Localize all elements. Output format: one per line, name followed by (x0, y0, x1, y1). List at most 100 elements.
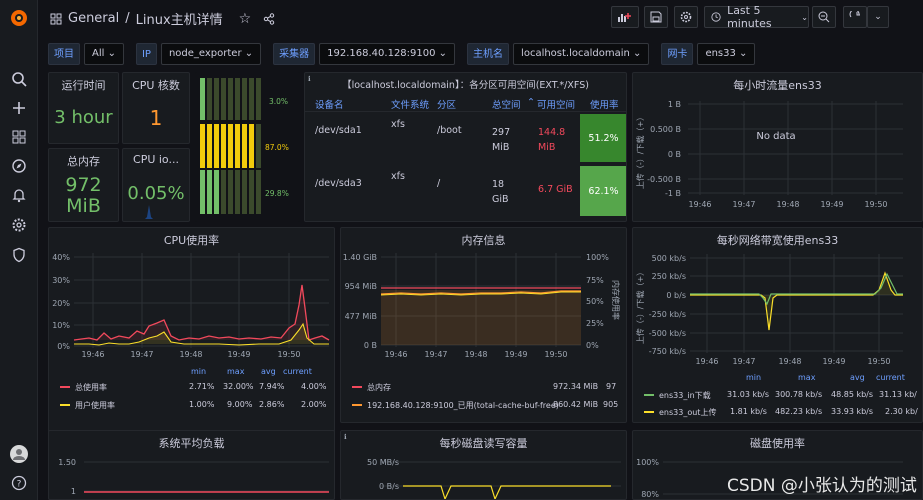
x-tick: 19:50 (544, 350, 567, 358)
gauge-cell (256, 78, 261, 120)
memory-panel[interactable]: 内存信息 1.40 GiB 954 MiB 477 MiB 0 B 100% 7… (340, 227, 627, 423)
y-tick: 1 (71, 487, 76, 496)
series-user (74, 322, 329, 346)
variables-bar: 项目 All ⌄ IP node_exporter ⌄ 采集器 192.168.… (48, 43, 763, 65)
stat-panel-cpu-io[interactable]: CPU io... 0.05% (122, 148, 190, 222)
col-header-total[interactable]: 总空间 (492, 100, 521, 111)
legend-swatch (352, 404, 362, 406)
var-select-nic[interactable]: ens33 ⌄ (697, 43, 756, 65)
add-panel-button[interactable] (611, 6, 639, 28)
zoom-out-button[interactable] (812, 6, 836, 28)
cell-usage: 51.2% (580, 114, 626, 162)
x-tick: 19:46 (688, 200, 711, 209)
gauge-cell (214, 124, 219, 168)
gear-icon[interactable] (9, 215, 29, 235)
disk-usage-panel[interactable]: 磁盘使用率 100% 80% (632, 430, 923, 500)
save-button[interactable] (644, 6, 668, 28)
legend-col-current[interactable]: current (876, 373, 905, 382)
settings-gear-icon[interactable] (674, 6, 698, 28)
col-header-fs[interactable]: 文件系统 (391, 100, 430, 111)
bar-gauge-panel[interactable]: 3.0% 87.0% 29.8% (195, 72, 300, 222)
search-icon[interactable] (9, 69, 29, 89)
y-tick: -1 B (665, 189, 681, 198)
x-tick: 19:47 (732, 200, 755, 209)
gauge-cell (256, 170, 261, 214)
var-select-hostname[interactable]: localhost.localdomain ⌄ (513, 43, 650, 65)
legend-col-avg[interactable]: avg (261, 367, 276, 376)
plus-icon[interactable] (9, 98, 29, 118)
legend-value: 31.03 kb/s (727, 390, 770, 399)
disk-space-table-panel[interactable]: ℹ 【localhost.localdomain】：各分区可用空间(EXT.*/… (304, 72, 627, 222)
dashboards-icon[interactable] (9, 127, 29, 147)
explore-icon[interactable] (9, 156, 29, 176)
time-picker-button[interactable]: Last 5 minutes ⌄ (704, 4, 809, 30)
legend-item-total-mem[interactable]: 总内存 (367, 383, 391, 392)
cell-total: 297 MiB (492, 127, 511, 153)
network-bandwidth-chart: 500 kb/s 250 kb/s 0 b/s -250 kb/s -500 k… (635, 254, 903, 366)
chevron-down-icon: ⌄ (874, 12, 882, 22)
stat-value: 0.05% (127, 183, 185, 204)
x-tick: 19:50 (864, 200, 887, 209)
var-select-project[interactable]: All ⌄ (84, 43, 124, 65)
col-header-avail[interactable]: 可用空间 (537, 100, 576, 111)
var-label-project: 项目 (48, 43, 80, 65)
var-select-ip[interactable]: node_exporter ⌄ (160, 43, 262, 65)
panel-title: 总内存 (67, 155, 100, 168)
cell-avail: 144.8 MiB (538, 127, 566, 153)
legend-col-min[interactable]: min (191, 367, 207, 376)
stat-panel-uptime[interactable]: 运行时间 3 hour (48, 72, 119, 144)
network-bandwidth-panel[interactable]: 每秒网络带宽使用ens33 500 kb/s 250 kb/s 0 b/s -2… (632, 227, 923, 423)
info-icon[interactable]: ℹ (344, 433, 347, 441)
x-tick: 19:50 (867, 357, 890, 366)
time-range-label: Last 5 minutes (727, 4, 772, 30)
x-tick: 19:49 (820, 200, 843, 209)
legend-item-total[interactable]: 总使用率 (75, 383, 107, 392)
star-icon[interactable]: ☆ (238, 10, 252, 27)
hourly-traffic-panel[interactable]: 每小时流量ens33 1 B 0.500 B 0 B -0.500 B -1 B… (632, 72, 923, 222)
series-total (73, 284, 330, 341)
legend-item-user[interactable]: 用户使用率 (75, 401, 115, 410)
legend-col-current[interactable]: current (283, 367, 312, 376)
y-tick: -500 kb/s (649, 329, 686, 338)
load-average-panel[interactable]: 系统平均负载 1.50 1 (48, 430, 335, 500)
col-header-dev[interactable]: 设备名 (315, 100, 344, 111)
gauge-cell (221, 170, 226, 214)
y-tick: 0 b/s (666, 291, 686, 300)
x-tick: 19:49 (227, 350, 250, 358)
refresh-interval-dropdown[interactable]: ⌄ (867, 6, 889, 28)
stat-panel-total-mem[interactable]: 总内存 972 MiB (48, 148, 119, 222)
legend-col-max[interactable]: max (227, 367, 245, 376)
sort-asc-icon: ⌃ (527, 97, 535, 108)
share-icon[interactable] (263, 12, 275, 25)
legend-col-avg[interactable]: avg (850, 373, 865, 382)
page-title[interactable]: Linux主机详情 (135, 13, 223, 28)
y-axis-label-right: 内存使用率 (611, 280, 621, 320)
refresh-button[interactable] (843, 6, 867, 28)
grafana-logo-icon[interactable] (9, 8, 29, 28)
info-icon[interactable]: ℹ (308, 75, 311, 83)
legend-value: 48.85 kb/s (831, 390, 874, 399)
legend-item-out[interactable]: ens33_out上传 (659, 408, 717, 417)
cell-usage: 62.1% (580, 166, 626, 216)
help-icon[interactable]: ? (9, 473, 29, 493)
x-tick: 19:46 (81, 350, 104, 358)
avatar[interactable] (9, 444, 29, 464)
x-tick: 19:46 (384, 350, 407, 358)
legend-item-in[interactable]: ens33_in下载 (659, 391, 711, 400)
var-select-collector[interactable]: 192.168.40.128:9100 ⌄ (319, 43, 456, 65)
x-tick: 19:49 (822, 357, 845, 366)
shield-icon[interactable] (9, 245, 29, 265)
legend-col-min[interactable]: min (746, 373, 762, 382)
col-header-mount[interactable]: 分区 (437, 100, 457, 111)
breadcrumb-folder[interactable]: General (68, 11, 120, 26)
stat-panel-cpu-cores[interactable]: CPU 核数 1 (122, 72, 190, 144)
gauge-cell (221, 78, 226, 120)
svg-text:?: ? (17, 480, 22, 490)
col-header-usage[interactable]: 使用率 (590, 100, 619, 111)
y-tick: -750 kb/s (649, 347, 686, 356)
legend-col-max[interactable]: max (798, 373, 816, 382)
alert-bell-icon[interactable] (9, 185, 29, 205)
y-tick: 40% (52, 253, 70, 262)
legend-item-used-mem[interactable]: 192.168.40.128:9100_已用(total-cache-buf-f… (367, 401, 559, 410)
disk-io-panel[interactable]: ℹ 每秒磁盘读写容量 50 MB/s 0 B/s (340, 430, 627, 500)
